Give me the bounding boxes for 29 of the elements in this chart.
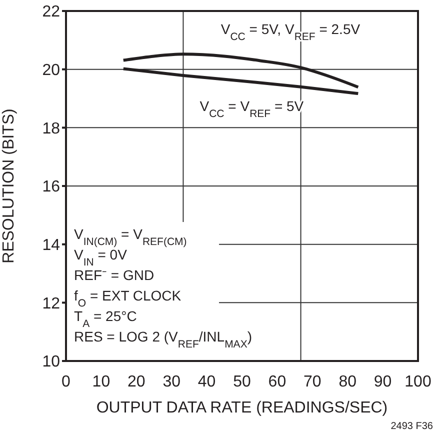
x-tick-label: 20 xyxy=(128,373,146,390)
x-tick-label: 80 xyxy=(338,373,357,390)
x-tick-label: 60 xyxy=(268,373,286,390)
x-tick-label: 0 xyxy=(62,373,71,390)
x-axis-title: OUTPUT DATA RATE (READINGS/SEC) xyxy=(96,399,388,416)
x-tick-label: 30 xyxy=(162,373,181,390)
x-tick-label: 90 xyxy=(374,373,392,390)
annotation: f$_{O}$ = EXT CLOCK xyxy=(74,288,182,310)
annotation: V$_{IN(CM)}$ = V$_{REF(CM)}$ xyxy=(74,226,187,248)
line-series xyxy=(122,67,360,96)
x-tick-label: 70 xyxy=(304,373,322,390)
y-tick-label: 10 xyxy=(42,354,60,371)
annotation: REF⁻ = GND xyxy=(74,267,154,283)
x-tick-label: 50 xyxy=(233,373,251,390)
x-tick-label: 40 xyxy=(198,373,216,390)
x-tick-label: 100 xyxy=(404,373,432,390)
y-tick-label: 20 xyxy=(42,62,60,80)
y-tick-label: 12 xyxy=(42,295,60,312)
y-axis-title: RESOLUTION (BITS) xyxy=(0,108,18,264)
y-tick-label: 16 xyxy=(42,178,60,196)
y-tick-label: 22 xyxy=(42,4,60,21)
y-tick-label: 14 xyxy=(42,237,60,254)
annotation: T$_{A}$ = 25°C xyxy=(74,308,137,330)
line-series xyxy=(122,52,360,89)
y-tick-label: 18 xyxy=(42,120,60,138)
x-tick-label: 10 xyxy=(92,373,110,390)
annotation: V$_{IN}$ = 0V xyxy=(74,246,128,268)
annotation: RES = LOG 2 (V$_{REF}$/INL$_{MAX}$) xyxy=(74,328,252,350)
text: 2493 F36 xyxy=(390,421,434,432)
